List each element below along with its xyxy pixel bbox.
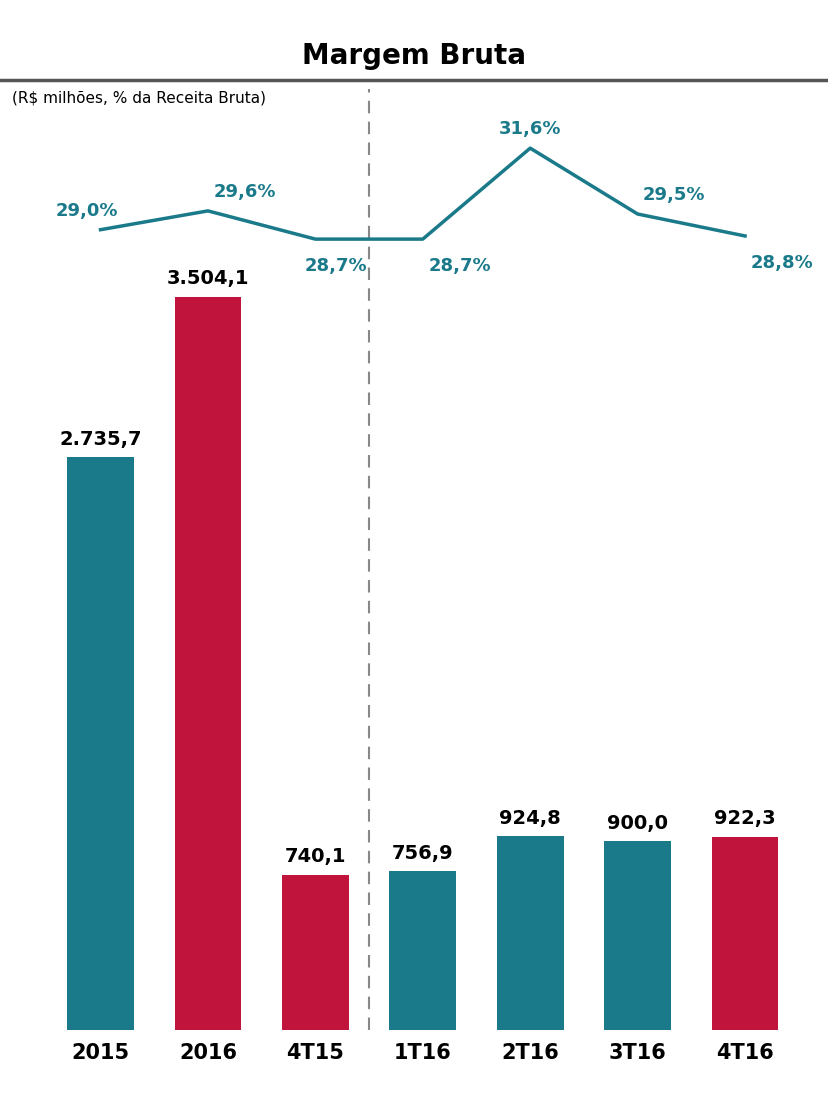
Text: 28,7%: 28,7% [304, 257, 367, 276]
Bar [711, 837, 777, 1030]
Text: (R$ milhões, % da Receita Bruta): (R$ milhões, % da Receita Bruta) [12, 91, 266, 106]
Bar [175, 297, 241, 1030]
Text: 28,7%: 28,7% [427, 257, 490, 276]
Text: 900,0: 900,0 [606, 814, 667, 832]
Bar [604, 841, 670, 1030]
Text: 740,1: 740,1 [284, 847, 346, 867]
Text: 29,0%: 29,0% [55, 201, 118, 220]
Text: 756,9: 756,9 [392, 844, 453, 862]
Text: 29,6%: 29,6% [213, 183, 276, 201]
Text: 31,6%: 31,6% [498, 121, 561, 138]
Text: 3.504,1: 3.504,1 [166, 269, 249, 289]
Text: 924,8: 924,8 [498, 809, 561, 828]
Text: 2.735,7: 2.735,7 [60, 431, 142, 449]
Bar [389, 871, 455, 1030]
Text: Margem Bruta: Margem Bruta [302, 42, 526, 70]
Text: 29,5%: 29,5% [643, 186, 705, 204]
Bar [496, 836, 563, 1030]
Text: 28,8%: 28,8% [749, 255, 812, 272]
Bar [282, 875, 349, 1030]
Text: 922,3: 922,3 [714, 809, 775, 828]
Bar [67, 457, 133, 1030]
